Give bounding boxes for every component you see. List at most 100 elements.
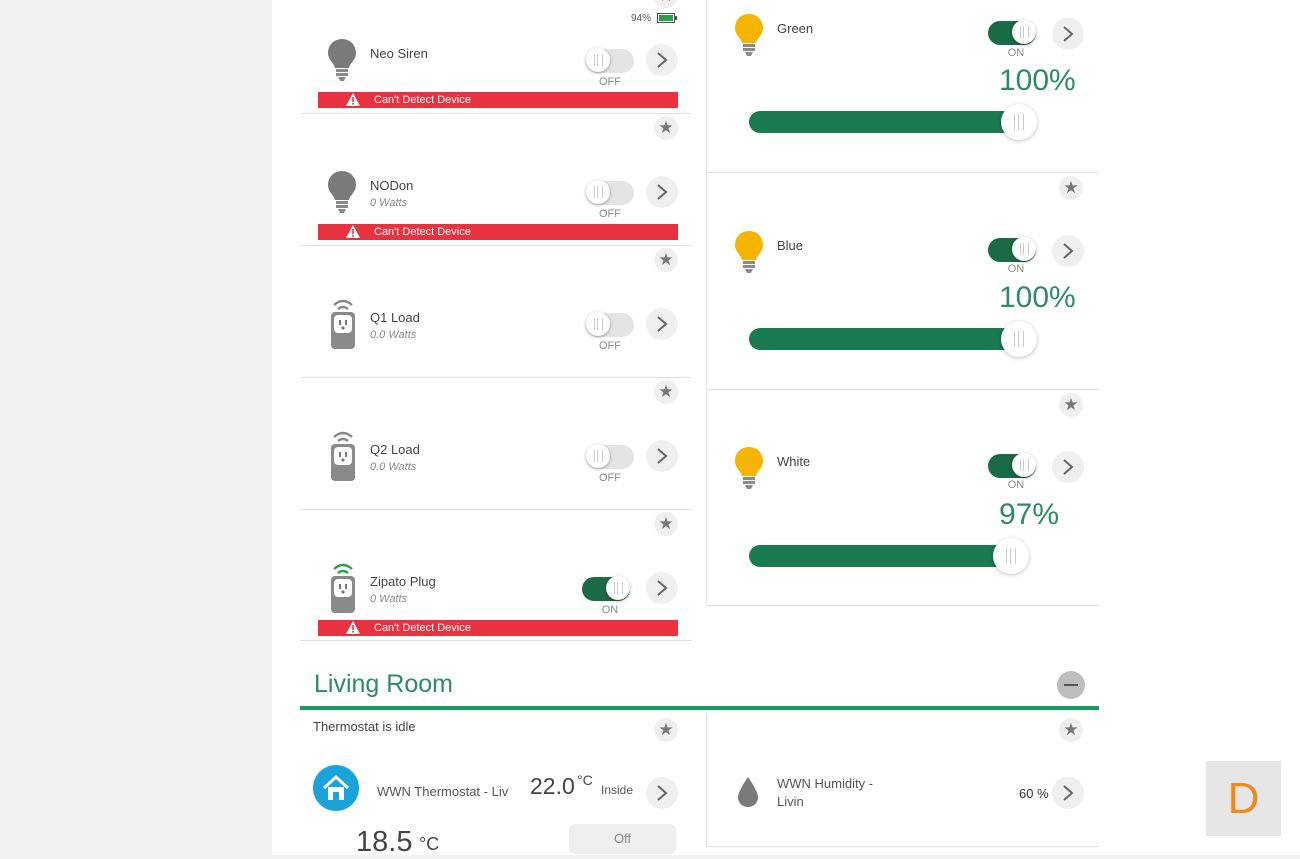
home-icon: [313, 765, 359, 811]
dimmer-slider-track[interactable]: [749, 111, 1019, 133]
dimmer-level-text: 100%: [999, 281, 1076, 314]
toggle-state-label: OFF: [599, 472, 621, 484]
inside-label: Inside: [601, 783, 634, 797]
section-divider: [300, 706, 1099, 710]
device-details-button[interactable]: [646, 440, 678, 472]
thermostat-mode-button[interactable]: Off: [569, 824, 676, 854]
humidity-name-line2: Livin: [777, 794, 804, 809]
device-toggle[interactable]: [586, 312, 634, 337]
chevron-right-icon: [1063, 243, 1074, 259]
device-details-button[interactable]: [1052, 235, 1084, 267]
dimmer-slider-track[interactable]: [749, 545, 1011, 567]
favorite-star-button[interactable]: ★: [654, 0, 678, 8]
device-name: Q2 Load: [370, 442, 420, 457]
humidity-name-line1: WWN Humidity -: [777, 776, 874, 791]
card-divider: [706, 172, 1099, 173]
battery-percent: 94%: [631, 13, 652, 24]
favorite-star-button[interactable]: ★: [654, 380, 678, 404]
device-toggle[interactable]: [988, 453, 1036, 478]
thermostat-status: Thermostat is idle: [313, 719, 416, 734]
device-power: 0 Watts: [370, 197, 408, 209]
plug-icon: [331, 563, 355, 613]
toggle-state-label: ON: [1007, 479, 1025, 491]
device-name: Zipato Plug: [370, 574, 436, 589]
chevron-right-icon: [657, 448, 668, 464]
toggle-state-label: OFF: [599, 76, 621, 88]
favorite-star-button[interactable]: ★: [654, 512, 678, 536]
bulb-icon: [328, 171, 356, 213]
room-section-title: Living Room: [314, 670, 453, 698]
alert-text: Can't Detect Device: [374, 226, 471, 238]
device-toggle[interactable]: [586, 444, 634, 469]
chevron-right-icon: [1063, 459, 1074, 475]
device-toggle[interactable]: [586, 180, 634, 205]
drop-icon: [738, 777, 758, 807]
device-toggle[interactable]: [988, 237, 1036, 262]
setpoint-temperature-unit: °C: [419, 834, 440, 854]
card-divider: [300, 377, 692, 378]
toggle-state-label: ON: [601, 604, 619, 616]
favorite-star-button[interactable]: ★: [654, 248, 678, 272]
card-divider: [300, 245, 692, 246]
device-toggle[interactable]: [582, 576, 630, 601]
device-name: Q1 Load: [370, 310, 420, 325]
bulb-icon: [328, 39, 356, 81]
floating-action-button[interactable]: D: [1206, 761, 1281, 836]
alert-text: Can't Detect Device: [374, 622, 471, 634]
card-divider: [706, 846, 1099, 847]
bulb-icon: [735, 447, 763, 489]
device-details-button[interactable]: [646, 572, 678, 604]
device-toggle[interactable]: [586, 48, 634, 73]
device-power: 0 Watts: [370, 593, 408, 605]
cant-detect-alert: Can't Detect Device: [318, 92, 678, 108]
device-name: NODon: [370, 178, 414, 193]
dimmer-slider-handle[interactable]: [1001, 321, 1037, 357]
toggle-state-label: ON: [1007, 263, 1025, 275]
dimmer-slider-handle[interactable]: [993, 538, 1029, 574]
card-divider: [706, 605, 1099, 606]
toggle-state-label: OFF: [599, 340, 621, 352]
chevron-right-icon: [657, 184, 668, 200]
favorite-star-button[interactable]: ★: [654, 116, 678, 140]
dimmer-level-text: 100%: [999, 64, 1076, 97]
cant-detect-alert: Can't Detect Device: [318, 620, 678, 636]
plug-icon: [331, 431, 355, 481]
warning-icon: [346, 621, 360, 634]
humidity-value: 60 %: [1019, 786, 1049, 801]
inside-temperature-unit: °C: [577, 772, 593, 788]
bulb-icon: [735, 231, 763, 273]
device-power: 0.0 Watts: [370, 329, 417, 341]
bulb-icon: [735, 14, 763, 56]
device-toggle[interactable]: [988, 20, 1036, 45]
device-details-button[interactable]: [1052, 451, 1084, 483]
chevron-right-icon: [1063, 785, 1074, 801]
chevron-right-icon: [657, 785, 668, 801]
chevron-right-icon: [1063, 26, 1074, 42]
thermostat-name: WWN Thermostat - Liv: [377, 784, 509, 799]
device-name: White: [777, 454, 811, 469]
dimmer-slider-handle[interactable]: [1001, 104, 1037, 140]
device-details-button[interactable]: [1052, 18, 1084, 50]
device-details-button[interactable]: [646, 44, 678, 76]
device-name: Blue: [777, 238, 804, 253]
device-name: Green: [777, 21, 814, 36]
column-divider: [706, 714, 707, 847]
plug-icon: [331, 299, 355, 349]
card-divider: [300, 509, 692, 510]
dimmer-slider-track[interactable]: [749, 328, 1019, 350]
favorite-star-button[interactable]: ★: [654, 718, 678, 742]
dashboard-panel: [272, 0, 1300, 855]
favorite-star-button[interactable]: ★: [1059, 718, 1083, 742]
device-details-button[interactable]: [1052, 777, 1084, 809]
cant-detect-alert: Can't Detect Device: [318, 224, 678, 240]
favorite-star-button[interactable]: ★: [1059, 176, 1083, 200]
device-name: Neo Siren: [370, 46, 428, 61]
collapse-section-button[interactable]: [1057, 671, 1085, 699]
dimmer-level-text: 97%: [999, 498, 1060, 531]
warning-icon: [346, 93, 360, 106]
device-details-button[interactable]: [646, 777, 678, 809]
column-divider: [706, 0, 707, 606]
device-details-button[interactable]: [646, 176, 678, 208]
device-details-button[interactable]: [646, 308, 678, 340]
favorite-star-button[interactable]: ★: [1059, 393, 1083, 417]
